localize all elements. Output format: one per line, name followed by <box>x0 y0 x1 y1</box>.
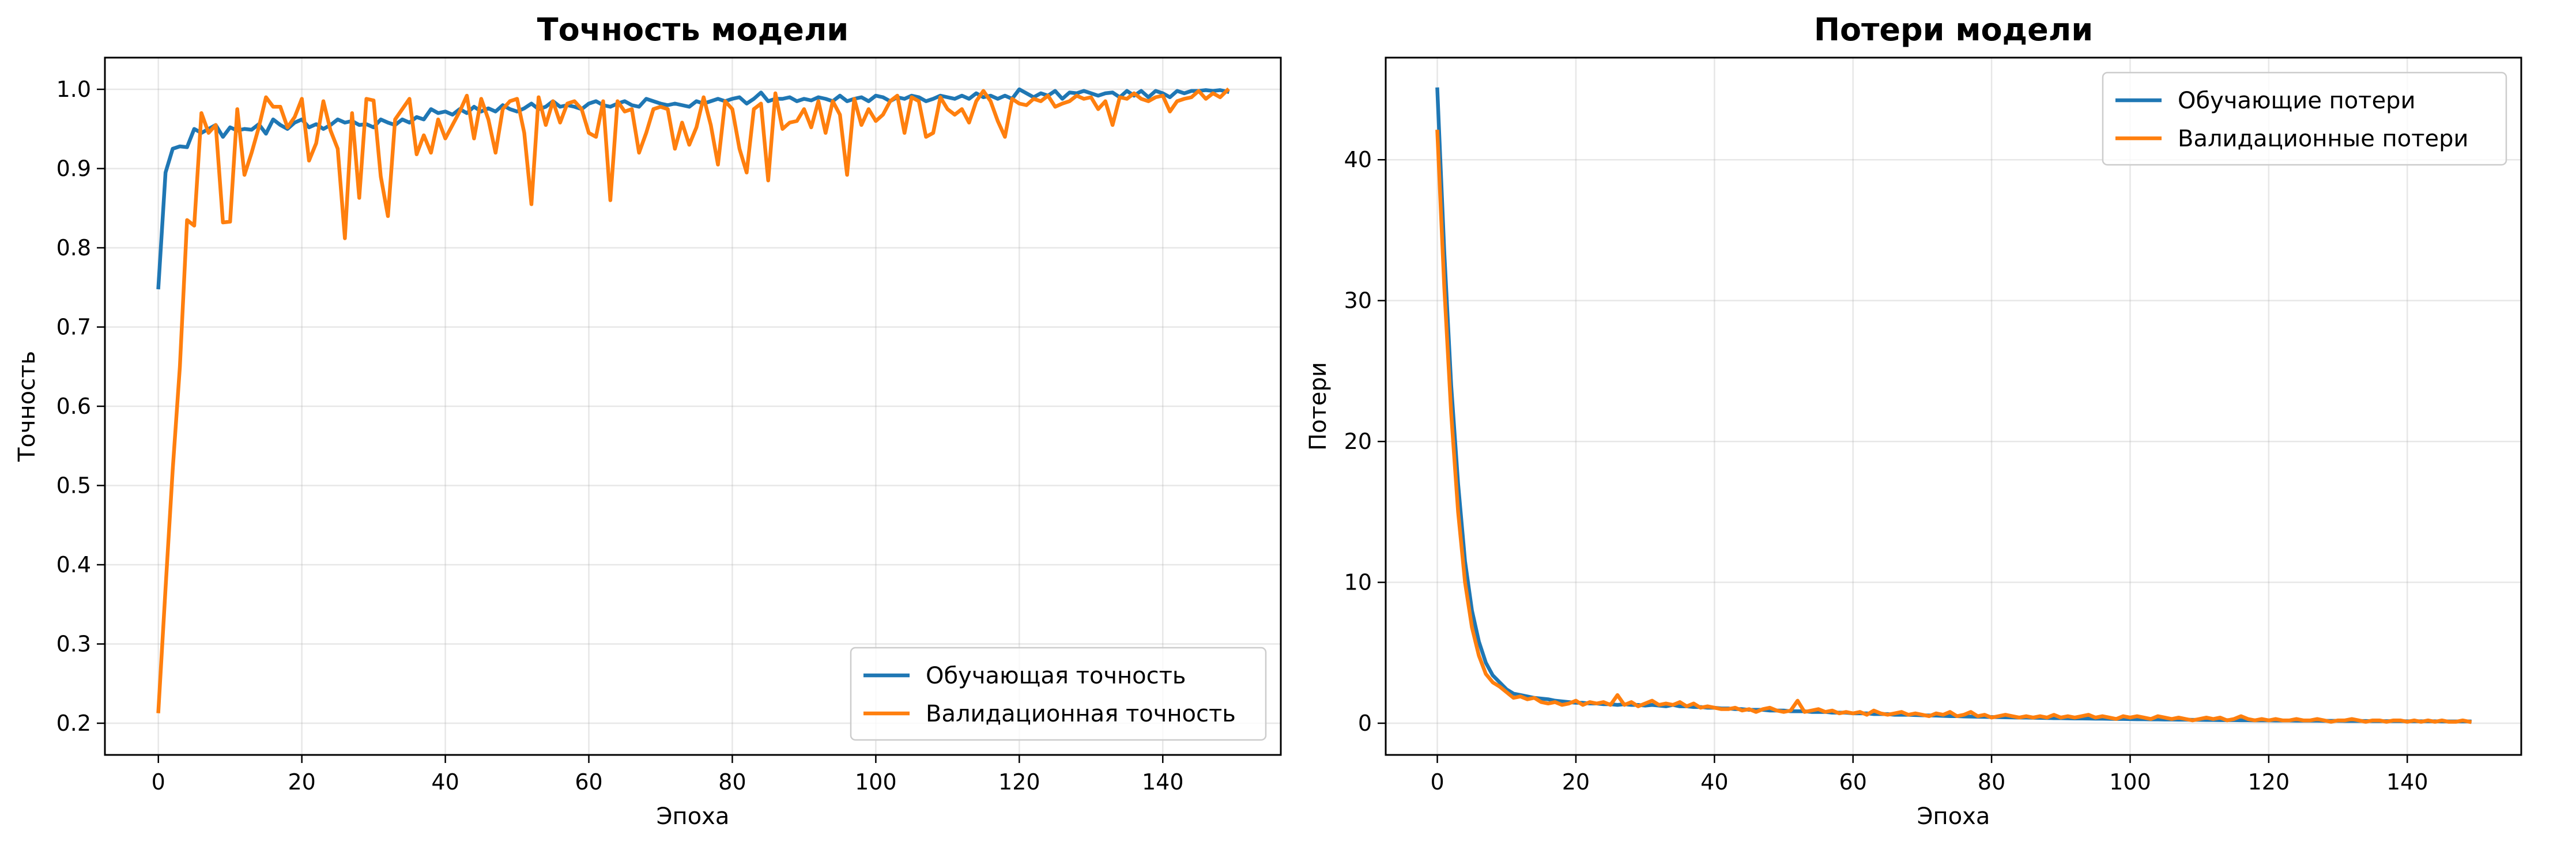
y-axis: 0.2 0.3 0.4 0.5 0.6 0.7 0.8 0.9 1.0 <box>56 77 105 736</box>
legend-box <box>850 647 1267 741</box>
x-tick-label: 60 <box>575 769 602 795</box>
legend-label-validation: Валидационная точность <box>926 701 1236 727</box>
x-axis: 0 20 40 60 80 100 120 140 <box>152 755 1184 795</box>
x-tick-label: 40 <box>1700 769 1728 795</box>
legend: Обучающие потери Валидационные потери <box>2102 71 2507 166</box>
y-tick-label: 30 <box>1344 288 1372 313</box>
y-tick-label: 0.3 <box>56 632 91 657</box>
y-tick-label: 0.5 <box>56 473 91 498</box>
x-axis-label: Эпоха <box>657 803 730 830</box>
series-line-validation <box>1435 129 2472 724</box>
x-tick-label: 140 <box>2386 769 2428 795</box>
chart-panel-1: 0 20 40 60 80 100 120 1400.20.30.40.50.60.70.80… <box>14 12 1282 830</box>
x-tick-label: 0 <box>1430 769 1444 795</box>
y-tick-label: 0.8 <box>56 235 91 260</box>
chart-panel-2: 0 20 40 60 80 100 120 140 0 10 20 30 40 Потери модели… <box>1305 12 2522 830</box>
x-axis-label: Эпоха <box>1917 803 1990 830</box>
x-tick-label: 120 <box>998 769 1040 795</box>
y-axis: 0 10 20 30 40 <box>1344 147 1386 736</box>
chart-title: Потери модели <box>1814 12 2093 48</box>
y-tick-label: 0.4 <box>56 552 91 577</box>
legend-label-validation: Валидационные потери <box>2178 126 2469 152</box>
x-tick-label: 20 <box>1562 769 1590 795</box>
x-tick-label: 60 <box>1839 769 1867 795</box>
plot-frame <box>1385 56 2522 756</box>
y-tick-label: 10 <box>1344 570 1372 595</box>
x-tick-label: 100 <box>855 769 897 795</box>
x-tick-label: 120 <box>2248 769 2290 795</box>
y-axis-label: Точность <box>14 351 40 462</box>
y-axis-label: Потери <box>1305 362 1332 451</box>
grid <box>105 58 1281 755</box>
legend-box <box>2102 71 2507 166</box>
legend: Обучающая точность Валидационная точность <box>850 647 1267 741</box>
y-tick-label: 40 <box>1344 147 1372 172</box>
y-tick-label: 0.7 <box>56 315 91 340</box>
x-axis: 0 20 40 60 80 100 120 140 <box>1430 755 2428 795</box>
x-tick-label: 100 <box>2109 769 2151 795</box>
y-tick-label: 0.6 <box>56 394 91 419</box>
legend-label-training: Обучающая точность <box>926 663 1186 689</box>
y-tick-label: 1.0 <box>56 77 91 102</box>
y-tick-label: 0.9 <box>56 156 91 182</box>
x-tick-label: 140 <box>1142 769 1184 795</box>
x-tick-label: 20 <box>288 769 315 795</box>
panels: 0 20 40 60 80 100 120 1400.20.30.40.50.60.70.80… <box>14 12 2522 830</box>
chart-title: Точность модели <box>537 12 849 48</box>
x-tick-label: 80 <box>718 769 746 795</box>
y-tick-label: 20 <box>1344 429 1372 454</box>
grid <box>1386 58 2521 755</box>
x-tick-label: 40 <box>431 769 459 795</box>
series-group <box>1435 87 2472 724</box>
legend-label-training: Обучающие потери <box>2178 88 2416 114</box>
x-tick-label: 80 <box>1978 769 2005 795</box>
series-line-validation <box>156 87 1230 713</box>
y-tick-label: 0.2 <box>56 711 91 736</box>
y-tick-label: 0 <box>1358 711 1372 736</box>
x-tick-label: 0 <box>152 769 165 795</box>
series-group <box>156 87 1230 713</box>
